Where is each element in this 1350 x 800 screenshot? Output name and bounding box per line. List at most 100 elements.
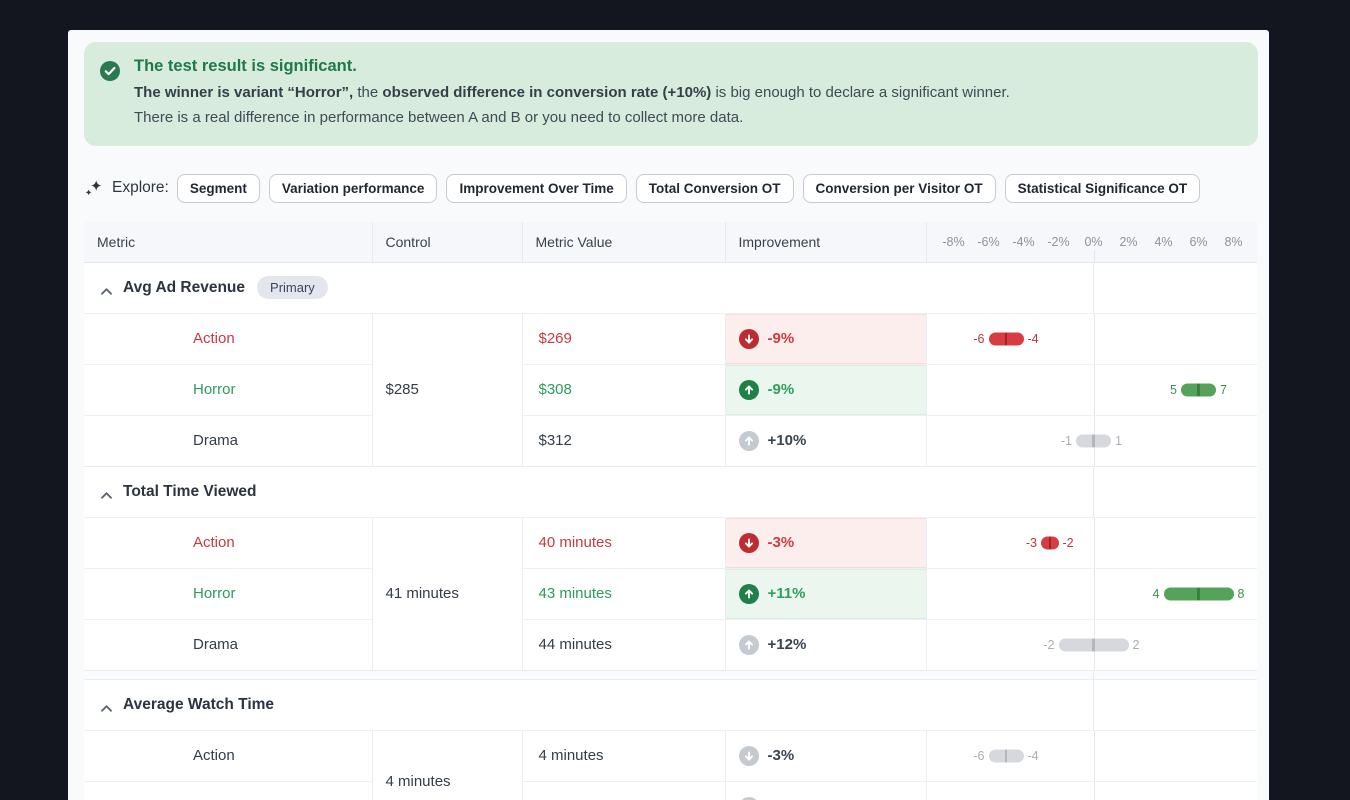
col-header-improvement: Improvement — [724, 222, 926, 263]
trend-arrow-icon — [738, 634, 759, 655]
improvement-cell: +11% — [725, 568, 926, 619]
improvement-cell: -3% — [726, 731, 926, 781]
zero-axis-line — [1093, 568, 1095, 619]
improvement-cell: -3% — [725, 517, 926, 568]
bar-label-low: -2 — [1043, 637, 1055, 652]
improvement-value: -9% — [767, 381, 795, 398]
metric-value: 44 minutes — [538, 636, 612, 653]
col-header-metric: Metric — [84, 222, 372, 263]
metric-group-row[interactable]: Avg Ad Revenue Primary — [84, 261, 1257, 313]
confidence-bar — [1076, 434, 1111, 447]
zero-axis-line — [1093, 517, 1095, 568]
metric-group-row[interactable]: Total Time Viewed — [84, 465, 1257, 517]
chevron-up-icon[interactable] — [100, 487, 113, 499]
table-header-row: Metric Control Metric Value Improvement … — [84, 222, 1257, 263]
improvement-cell: -9% — [725, 364, 926, 415]
explore-chip[interactable]: Statistical Significance OT — [1004, 173, 1201, 203]
banner-difference-text: observed difference in conversion rate (… — [382, 84, 712, 101]
control-value: $285 — [371, 312, 522, 466]
confidence-interval-chart: -6 -4 — [927, 313, 1258, 364]
confidence-interval-chart: -1 1 — [927, 415, 1258, 466]
improvement-value: +10% — [767, 432, 807, 449]
banner-line-1: The winner is variant “Horror”, the obse… — [134, 84, 1010, 101]
bar-label-low: 4 — [1152, 586, 1160, 601]
bar-label-high: 2 — [1132, 637, 1140, 652]
variant-row: Drama $312 +10% -1 1 — [84, 414, 1258, 466]
axis-tick: -2% — [1047, 234, 1070, 249]
metrics-table: Metric Control Metric Value Improvement … — [84, 222, 1257, 800]
check-circle-icon — [100, 61, 120, 81]
zero-axis-line — [1093, 313, 1095, 364]
axis-tick: 4% — [1154, 234, 1173, 249]
trend-arrow-icon — [738, 532, 759, 553]
sparkles-icon — [84, 178, 104, 198]
improvement-cell: +10% — [726, 416, 926, 466]
bar-label-high: -4 — [1027, 748, 1039, 763]
bar-label-high: 7 — [1220, 382, 1227, 397]
trend-arrow-icon — [738, 796, 759, 800]
metric-value: 43 minutes — [538, 585, 612, 602]
axis-tick: 6% — [1189, 234, 1208, 249]
explore-chip[interactable]: Conversion per Visitor OT — [802, 173, 996, 203]
chevron-up-icon[interactable] — [100, 700, 113, 712]
variant-row: Horror 4.5 minutes +13% — [84, 780, 1258, 800]
improvement-value: +11% — [767, 585, 806, 602]
metric-group-name: Avg Ad Revenue — [123, 278, 246, 296]
improvement-value: +12% — [767, 636, 807, 653]
explore-chip[interactable]: Segment — [176, 173, 260, 203]
explore-chip[interactable]: Variation performance — [268, 173, 438, 203]
axis-tick: -8% — [942, 234, 965, 249]
explore-chip-list: Segment Variation performance Improvement … — [176, 173, 1201, 203]
zero-axis-stub — [1093, 249, 1095, 262]
banner-winner-text: The winner is variant “Horror”, — [134, 84, 354, 101]
improvement-cell: -9% — [725, 313, 926, 364]
significance-banner: The test result is significant. The winn… — [84, 42, 1258, 146]
explore-chip[interactable]: Total Conversion OT — [635, 173, 794, 203]
confidence-interval-chart — [927, 781, 1258, 800]
bar-label-low: -6 — [973, 748, 985, 763]
banner-line-2: There is a real difference in performanc… — [134, 109, 744, 126]
explore-chip[interactable]: Improvement Over Time — [446, 173, 627, 203]
axis-tick: 2% — [1119, 234, 1138, 249]
improvement-axis: -8% -6% -4% -2% 0% 2% 4% 6% 8% — [925, 222, 1257, 263]
variant-name: Horror — [193, 798, 236, 800]
metric-value: 4 minutes — [538, 747, 604, 764]
col-header-control: Control — [371, 222, 522, 263]
bar-label-low: 5 — [1170, 382, 1177, 397]
variant-row: Action $285 $269 -9% -6 -4 — [84, 312, 1258, 466]
bar-label-low: -1 — [1060, 433, 1072, 448]
trend-arrow-icon — [738, 430, 759, 451]
zero-axis-line — [1093, 730, 1095, 781]
improvement-cell: +12% — [726, 620, 926, 670]
axis-tick: -6% — [977, 234, 1000, 249]
bar-label-low: -6 — [973, 331, 985, 346]
confidence-bar — [1041, 536, 1059, 549]
improvement-cell: +13% — [726, 782, 926, 800]
results-card: The test result is significant. The winn… — [68, 30, 1269, 800]
metric-group-name: Average Watch Time — [123, 695, 275, 713]
confidence-bar — [1163, 587, 1234, 600]
axis-tick: 8% — [1224, 234, 1243, 249]
trend-arrow-icon — [738, 745, 759, 766]
bar-label-high: -4 — [1027, 331, 1039, 346]
control-value: 4 minutes — [371, 729, 522, 800]
zero-axis-line — [1093, 781, 1095, 800]
variant-name: Action — [193, 330, 235, 347]
group-gap — [84, 669, 1257, 680]
trend-arrow-icon — [738, 583, 759, 604]
variant-name: Horror — [193, 585, 236, 602]
trend-arrow-icon — [738, 328, 759, 349]
trend-arrow-icon — [738, 379, 759, 400]
variant-name: Action — [193, 747, 235, 764]
variant-row: Action 41 minutes 40 minutes -3% -3 -2 — [84, 516, 1257, 670]
axis-tick: 0% — [1084, 234, 1103, 249]
metric-group-name: Total Time Viewed — [123, 482, 257, 500]
confidence-bar — [1181, 383, 1216, 396]
metric-group-row[interactable]: Average Watch Time — [84, 678, 1257, 730]
bar-label-high: 8 — [1237, 586, 1245, 601]
primary-badge: Primary — [257, 276, 328, 299]
chevron-up-icon[interactable] — [100, 283, 113, 295]
